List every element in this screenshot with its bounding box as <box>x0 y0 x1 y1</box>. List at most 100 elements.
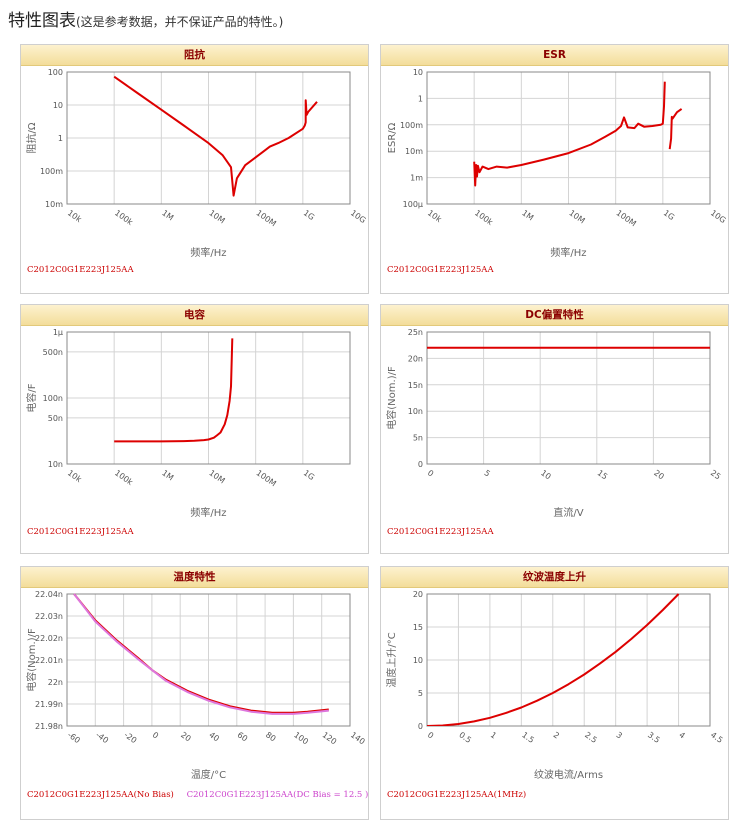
y-tick-label: 22.04n <box>35 590 63 599</box>
y-tick-label: 1m <box>410 174 423 183</box>
x-tick-label: 10k <box>66 208 84 224</box>
y-tick-label: 20n <box>408 354 423 363</box>
y-tick-label: 21.98n <box>35 722 63 731</box>
y-tick-label: 10m <box>45 200 63 209</box>
x-tick-label: 4.5 <box>709 730 725 745</box>
x-tick-label: 3.5 <box>646 730 662 745</box>
legend-no-bias: C2012C0G1E223J125AA(No Bias) <box>27 790 174 800</box>
x-tick-label: 140 <box>349 730 367 746</box>
y-tick-label: 15 <box>413 623 423 632</box>
x-tick-label: 0.5 <box>457 730 473 745</box>
x-tick-label: 80 <box>264 730 278 743</box>
impedance-panel: 阻抗 10m 100m 1 10 100 10k 100k 1M 10M 100M 1G 10G 频率/… <box>20 44 369 294</box>
x-tick-label: 20 <box>652 468 666 481</box>
temperature-panel: 温度特性 21.98n 21.99n 22n 22.01n 22.02n 22.03n 22… <box>20 566 369 820</box>
x-tick-label: 120 <box>321 730 339 746</box>
y-tick-label: 21.99n <box>35 700 63 709</box>
x-axis-label: 频率/Hz <box>550 246 586 259</box>
x-tick-label: 60 <box>236 730 250 743</box>
x-tick-label: 100M <box>255 208 278 228</box>
y-axis-label: 温度上升/°C <box>385 632 398 687</box>
chart-caption: C2012C0G1E223J125AA <box>27 265 134 275</box>
series-line <box>427 593 680 726</box>
plot-border <box>426 331 711 465</box>
x-tick-label: 1 <box>489 730 498 740</box>
chart-caption: C2012C0G1E223J125AA(No Bias) C2012C0G1E2… <box>27 790 368 800</box>
y-tick-label: 100 <box>48 68 63 77</box>
y-tick-label: 50n <box>48 414 63 423</box>
x-tick-label: 1G <box>302 208 316 222</box>
x-tick-label: 2 <box>552 730 561 740</box>
plot-border <box>426 71 711 205</box>
x-tick-label: 2.5 <box>583 730 599 745</box>
plot-area <box>426 331 711 465</box>
x-tick-label: 1G <box>662 208 676 222</box>
y-tick-label: 10 <box>53 101 63 110</box>
legend-dc-bias: C2012C0G1E223J125AA(DC Bias = 12.5 ) <box>186 790 369 800</box>
x-axis-label: 频率/Hz <box>190 506 226 519</box>
y-tick-label: 5 <box>418 689 423 698</box>
x-tick-label: 100 <box>292 730 310 746</box>
y-tick-label: 1μ <box>53 328 63 337</box>
chart-caption: C2012C0G1E223J125AA(1MHz) <box>387 790 527 800</box>
series-line <box>73 593 329 715</box>
y-tick-label: 100μ <box>403 200 423 209</box>
esr-chart: 100μ 1m 10m 100m 1 10 10k 100k 1M 10M 100M 1G 10G 频率/… <box>387 68 728 259</box>
capacitance-chart: 10n 50n 100n 500n 1μ 10k 100k 1M 10M 100M 1G 频率/Hz 电… <box>25 328 351 519</box>
x-tick-label: 1M <box>520 208 535 222</box>
y-tick-label: 22.02n <box>35 634 63 643</box>
x-tick-label: 1M <box>160 468 175 482</box>
x-tick-label: 40 <box>207 730 221 743</box>
x-tick-label: -20 <box>122 730 138 745</box>
x-tick-label: -60 <box>66 730 82 745</box>
y-axis-label: 电容/F <box>25 383 38 412</box>
page-title-text: 特性图表 <box>8 11 76 31</box>
series-line <box>114 338 234 443</box>
y-tick-label: 100m <box>40 167 63 176</box>
x-tick-label: 15 <box>596 468 610 481</box>
x-axis-label: 频率/Hz <box>190 246 226 259</box>
x-tick-label: 10M <box>207 468 226 485</box>
chart-caption: C2012C0G1E223J125AA <box>387 527 494 537</box>
panel-title: 电容 <box>21 305 368 326</box>
ripple-panel: 纹波温度上升 0 5 10 15 20 0 0.5 1 1.5 2 2.5 3 3.5 4 4.5 纹波电流/… <box>380 566 729 820</box>
y-tick-label: 10 <box>413 68 423 77</box>
y-axis-label: 电容(Nom.)/F <box>385 366 398 430</box>
dc-bias-chart: 0 5n 10n 15n 20n 25n 0 5 10 15 20 25 直流/V 电容(Nom.)/F <box>385 328 723 519</box>
panel-title: 纹波温度上升 <box>381 567 728 588</box>
temperature-chart: 21.98n 21.99n 22n 22.01n 22.02n 22.03n 22.04n -… <box>25 590 367 781</box>
x-tick-label: 10M <box>207 208 226 225</box>
x-tick-label: 5 <box>482 468 491 478</box>
y-tick-label: 100n <box>43 394 63 403</box>
x-tick-label: 1.5 <box>520 730 536 745</box>
plot-border <box>66 593 351 727</box>
plot-border <box>426 593 711 727</box>
x-tick-label: 100k <box>113 468 135 487</box>
x-tick-label: 20 <box>179 730 193 743</box>
x-tick-label: 100k <box>473 208 495 227</box>
x-tick-label: 100M <box>255 468 278 488</box>
x-tick-label: 100k <box>113 208 135 227</box>
x-tick-label: 10G <box>709 208 728 225</box>
y-tick-label: 15n <box>408 381 423 390</box>
series-line <box>473 81 666 187</box>
impedance-chart: 10m 100m 1 10 100 10k 100k 1M 10M 100M 1G 10G 频率/Hz 阻… <box>25 68 367 259</box>
y-tick-label: 22.03n <box>35 612 63 621</box>
y-tick-label: 10n <box>408 407 423 416</box>
y-tick-label: 10m <box>405 147 423 156</box>
x-axis-label: 温度/°C <box>191 768 226 781</box>
plot-border <box>66 331 351 465</box>
x-tick-label: 25 <box>709 468 723 481</box>
y-tick-label: 5n <box>413 434 423 443</box>
x-tick-label: 4 <box>677 730 686 740</box>
capacitance-panel: 电容 10n 50n 100n 500n 1μ 10k 100k 1M 10M 100M 1G 频率/… <box>20 304 369 554</box>
y-tick-label: 22n <box>48 678 63 687</box>
x-tick-label: 10k <box>66 468 84 484</box>
y-tick-label: 100m <box>400 121 423 130</box>
y-tick-label: 20 <box>413 590 423 599</box>
x-tick-label: 10k <box>426 208 444 224</box>
page-title: 特性图表(这是参考数据，并不保证产品的特性。) <box>8 6 283 31</box>
x-tick-label: 100M <box>615 208 638 228</box>
y-tick-label: 22.01n <box>35 656 63 665</box>
chart-caption: C2012C0G1E223J125AA <box>27 527 134 537</box>
